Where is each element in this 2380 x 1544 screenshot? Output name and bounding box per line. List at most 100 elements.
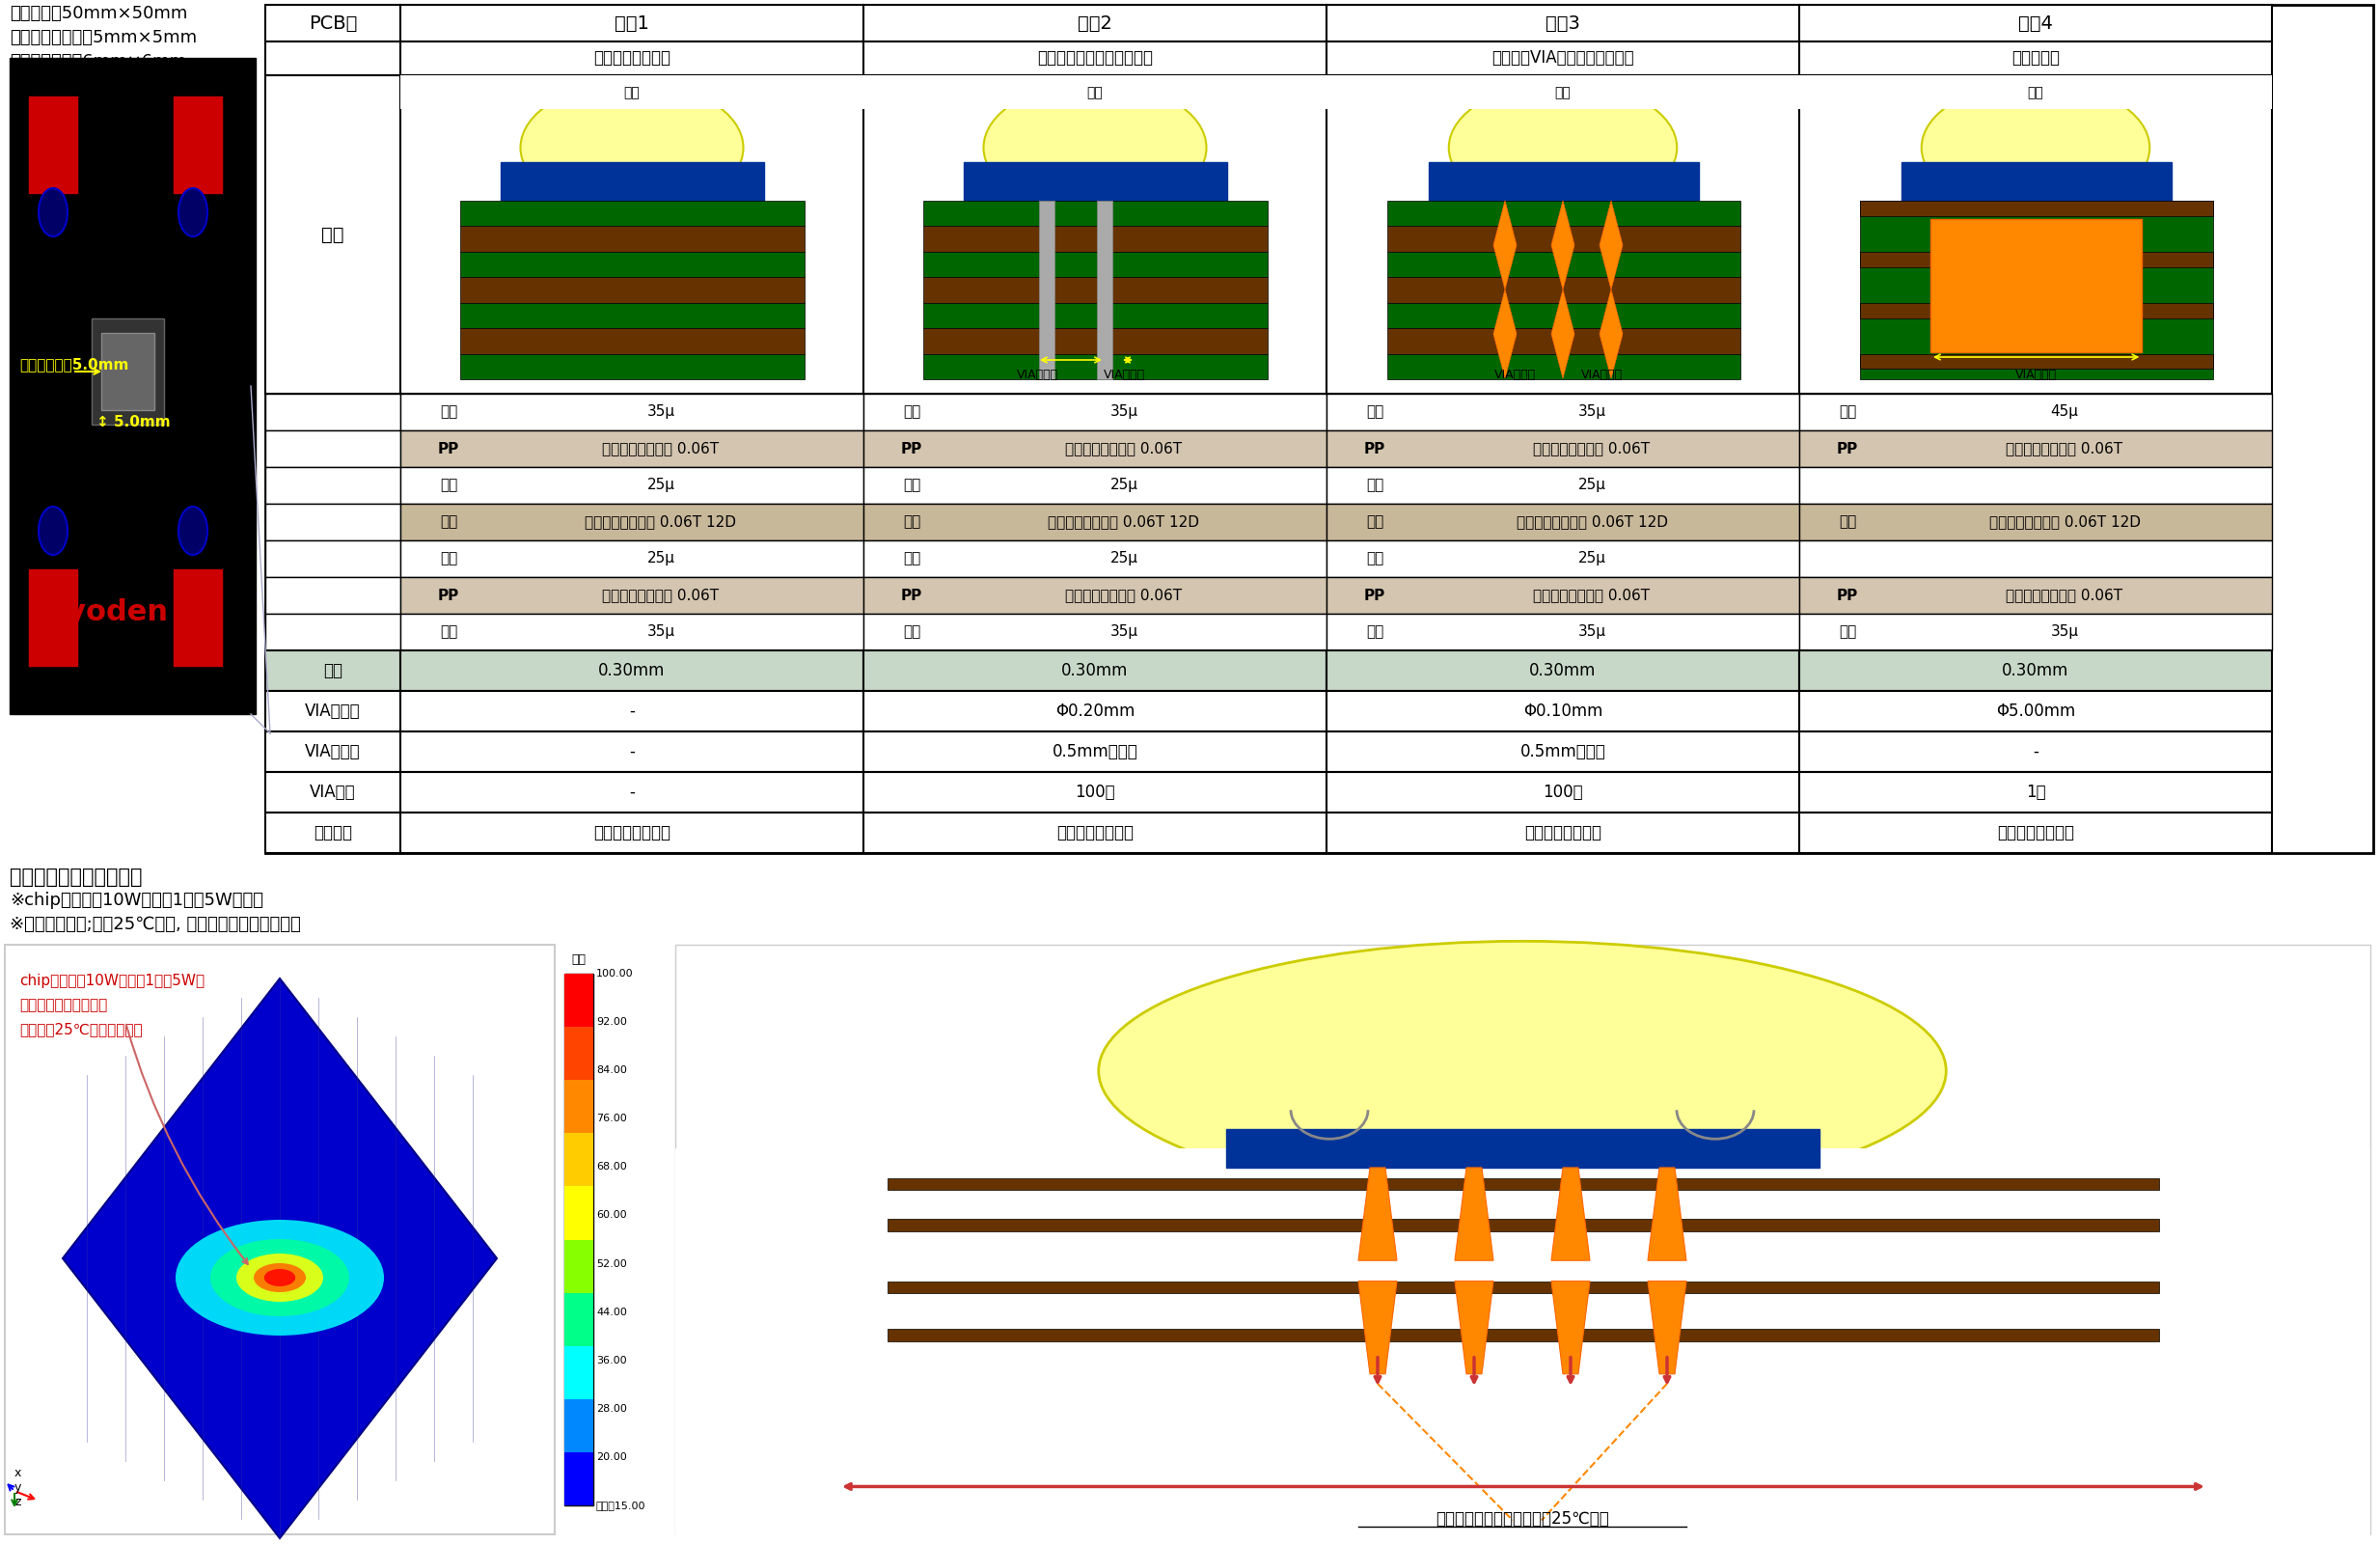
Bar bbox=[264, 431, 400, 466]
Bar bbox=[1799, 394, 2273, 431]
Bar bbox=[264, 76, 400, 394]
Text: 100個: 100個 bbox=[1076, 784, 1116, 801]
Text: 導体: 導体 bbox=[1366, 625, 1383, 639]
Text: 熱伝達部: 熱伝達部 bbox=[314, 824, 352, 841]
Text: 0.5mmピッチ: 0.5mmピッチ bbox=[1521, 743, 1607, 760]
Bar bbox=[840, 1383, 2206, 1471]
Text: -: - bbox=[628, 703, 635, 720]
Bar bbox=[400, 5, 864, 42]
Bar bbox=[888, 1167, 2159, 1374]
Polygon shape bbox=[1454, 1282, 1492, 1374]
Text: 導体: 導体 bbox=[440, 479, 457, 493]
Bar bbox=[864, 42, 1326, 76]
Text: 構成: 構成 bbox=[321, 225, 345, 244]
Bar bbox=[1799, 650, 2273, 692]
Text: 20.00: 20.00 bbox=[597, 1453, 626, 1462]
Polygon shape bbox=[1599, 201, 1623, 290]
Text: 導体: 導体 bbox=[902, 479, 921, 493]
Bar bbox=[923, 252, 1269, 278]
Text: VIAサイズ: VIAサイズ bbox=[1580, 367, 1623, 381]
Bar bbox=[888, 1220, 2159, 1232]
Ellipse shape bbox=[264, 1269, 295, 1286]
Bar bbox=[564, 1240, 593, 1292]
Bar bbox=[1326, 76, 1799, 110]
Bar bbox=[923, 303, 1269, 329]
Bar bbox=[459, 252, 804, 278]
Text: 条件2: 条件2 bbox=[1078, 14, 1111, 32]
Bar bbox=[564, 1081, 593, 1133]
Bar bbox=[1097, 201, 1111, 380]
Polygon shape bbox=[1552, 1282, 1590, 1374]
Bar bbox=[564, 974, 593, 1505]
Text: VIAピッチ: VIAピッチ bbox=[1495, 367, 1535, 381]
Text: 導体: 導体 bbox=[440, 625, 457, 639]
Text: 35μ: 35μ bbox=[647, 405, 676, 420]
Text: ヒーターチップ：5mm×5mm: ヒーターチップ：5mm×5mm bbox=[10, 29, 198, 46]
Bar bbox=[864, 503, 1326, 540]
Text: PP: PP bbox=[438, 588, 459, 602]
Text: スルーホール無し: スルーホール無し bbox=[593, 49, 671, 66]
Text: 熱源: 熱源 bbox=[2028, 86, 2044, 99]
Bar bbox=[459, 201, 804, 227]
Polygon shape bbox=[1647, 1282, 1687, 1374]
Text: 44.00: 44.00 bbox=[597, 1308, 626, 1317]
Bar bbox=[1799, 613, 2273, 650]
Bar bbox=[1326, 577, 1799, 613]
Bar bbox=[676, 945, 2370, 1535]
Polygon shape bbox=[62, 979, 497, 1538]
Bar bbox=[1799, 577, 2273, 613]
Text: VIAピッチ: VIAピッチ bbox=[1016, 367, 1057, 381]
Bar bbox=[1326, 812, 1799, 852]
Bar bbox=[1799, 76, 2273, 394]
Ellipse shape bbox=[176, 1220, 383, 1336]
Text: ヒートシンク（金属板）：25℃冷却: ヒートシンク（金属板）：25℃冷却 bbox=[1435, 1510, 1609, 1529]
Text: 0.30mm: 0.30mm bbox=[1061, 662, 1128, 679]
Text: コア: コア bbox=[1840, 514, 1856, 530]
Bar bbox=[400, 394, 864, 431]
Text: VIAサイズ: VIAサイズ bbox=[2016, 367, 2056, 381]
Bar bbox=[864, 5, 1326, 42]
Bar bbox=[400, 812, 864, 852]
Bar bbox=[1226, 1129, 1818, 1167]
Bar bbox=[400, 613, 864, 650]
Text: PP: PP bbox=[1364, 442, 1385, 455]
Bar bbox=[264, 503, 400, 540]
Bar bbox=[1326, 394, 1799, 431]
Text: 1個: 1個 bbox=[2025, 784, 2044, 801]
Text: コア: コア bbox=[440, 514, 457, 530]
Text: パットサイズ：6mm×6mm: パットサイズ：6mm×6mm bbox=[10, 52, 186, 71]
Bar bbox=[864, 394, 1326, 431]
Bar bbox=[264, 5, 400, 42]
Bar bbox=[864, 613, 1326, 650]
Polygon shape bbox=[1492, 290, 1516, 378]
Text: ハロゲンフリー材 0.06T 12D: ハロゲンフリー材 0.06T 12D bbox=[1516, 514, 1668, 530]
Bar bbox=[864, 650, 1326, 692]
Bar bbox=[1799, 466, 2273, 503]
Text: 熱源: 熱源 bbox=[1088, 86, 1102, 99]
Text: ヒートシンク有り: ヒートシンク有り bbox=[1057, 824, 1133, 841]
Bar bbox=[1326, 431, 1799, 466]
Bar bbox=[264, 692, 400, 732]
Bar bbox=[864, 577, 1326, 613]
Ellipse shape bbox=[983, 82, 1207, 213]
Bar bbox=[400, 732, 864, 772]
Text: -: - bbox=[628, 743, 635, 760]
Bar bbox=[564, 1399, 593, 1453]
Polygon shape bbox=[1454, 1167, 1492, 1260]
Bar bbox=[459, 329, 804, 354]
Bar bbox=[400, 76, 864, 394]
Bar bbox=[864, 692, 1326, 732]
Text: コア: コア bbox=[902, 514, 921, 530]
Bar bbox=[1326, 503, 1799, 540]
Text: 導体: 導体 bbox=[1840, 625, 1856, 639]
Bar bbox=[1861, 201, 2213, 216]
Text: 25μ: 25μ bbox=[1109, 551, 1138, 567]
Text: 基板外形：50mm×50mm: 基板外形：50mm×50mm bbox=[10, 5, 188, 22]
Ellipse shape bbox=[521, 82, 743, 213]
Text: 92.00: 92.00 bbox=[597, 1017, 626, 1027]
Text: 35μ: 35μ bbox=[1109, 625, 1138, 639]
Text: レーザーVIA（フルスタック）: レーザーVIA（フルスタック） bbox=[1492, 49, 1635, 66]
Text: 導体: 導体 bbox=[902, 405, 921, 420]
Bar bbox=[864, 76, 1326, 394]
Text: 36.00: 36.00 bbox=[597, 1356, 626, 1365]
